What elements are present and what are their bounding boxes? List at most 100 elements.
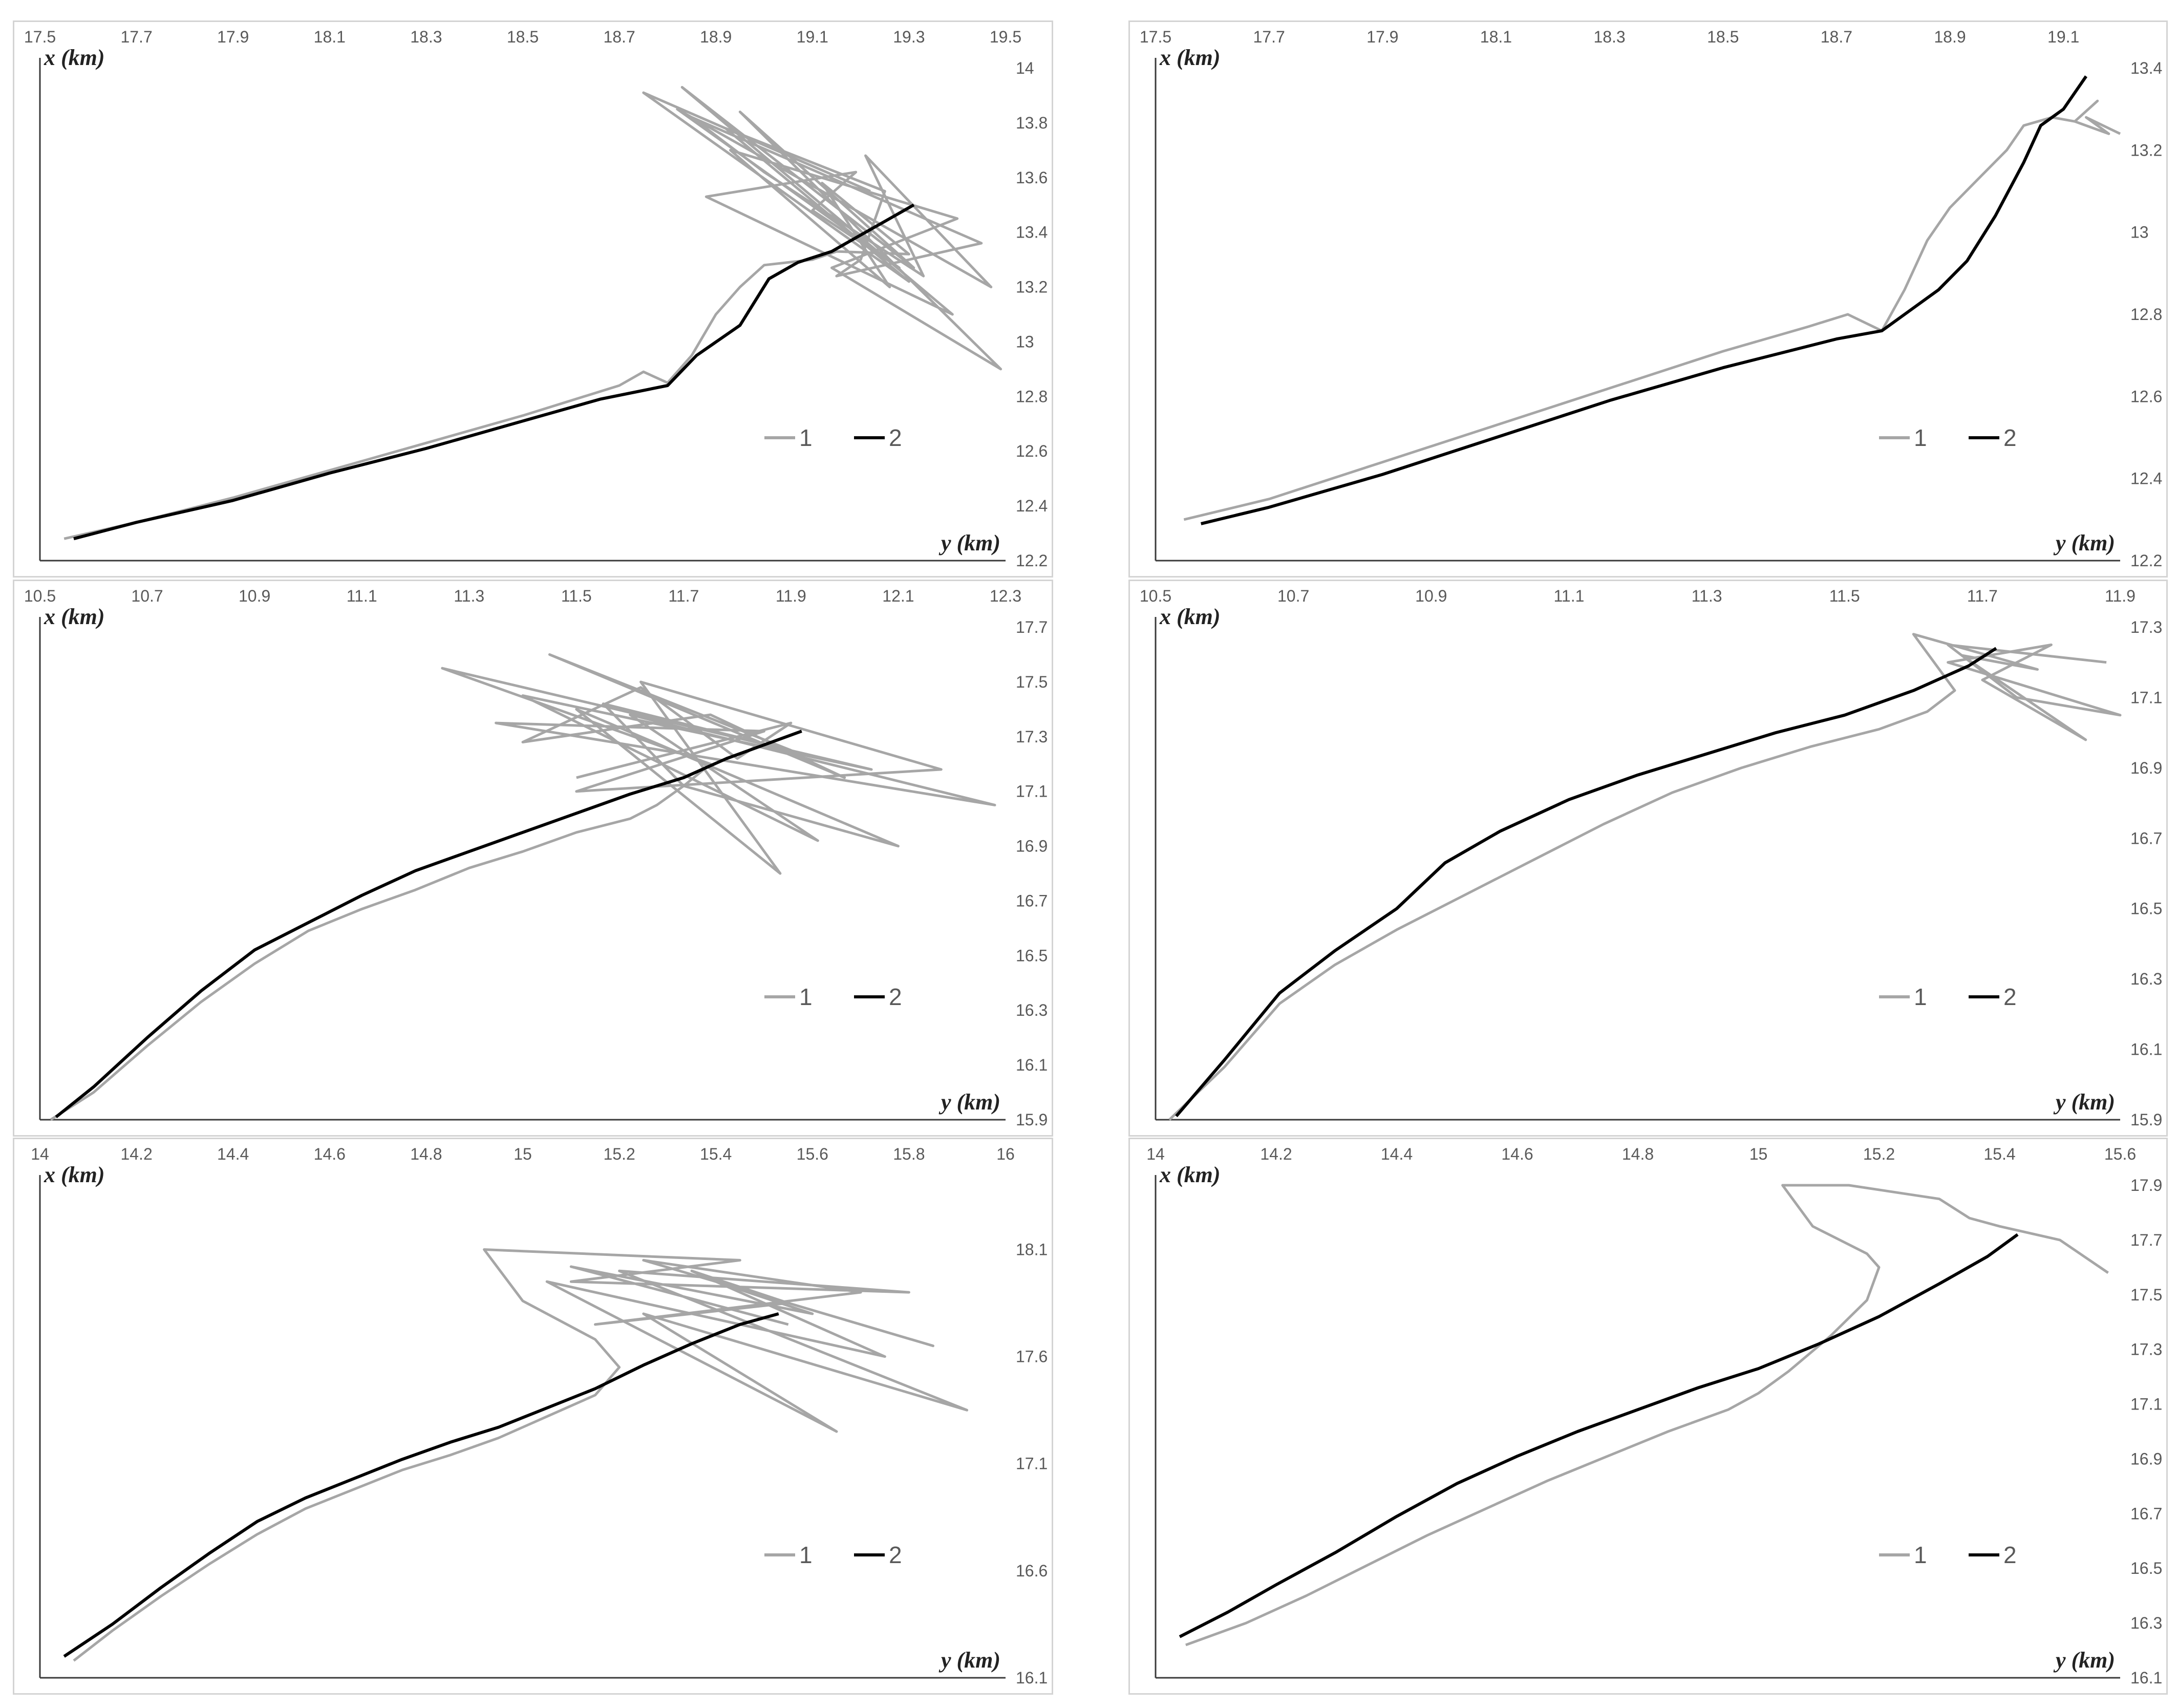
y-tick-label: 13 — [1016, 332, 1034, 351]
y-tick-label: 16.7 — [2130, 1504, 2162, 1523]
legend-label-2: 2 — [889, 424, 902, 451]
x-tick-label: 15.6 — [797, 1145, 828, 1163]
chart-svg: 14 14.2 14.4 14.6 14.8 15 15.2 15.4 15.6 15.8 16 18… — [31, 1145, 1048, 1687]
y-tick-label: 14 — [1016, 59, 1034, 77]
chart-svg: 17.5 17.7 17.9 18.1 18.3 18.5 18.7 18.9 19.1 13.4… — [1140, 28, 2162, 570]
chart-panel-6: 14 14.2 14.4 14.6 14.8 15 15.2 15.4 15.6 17.9 17.7… — [1128, 1138, 2168, 1695]
x-tick-label: 12.3 — [990, 587, 1021, 605]
x-tick-label: 18.1 — [1480, 28, 1512, 46]
y-tick-label: 15.9 — [1016, 1111, 1048, 1129]
y-tick-label: 12.4 — [1016, 497, 1048, 515]
x-tick-label: 11.5 — [1829, 587, 1860, 605]
y-tick-label: 17.3 — [2130, 618, 2162, 636]
y-tick-label: 16.1 — [1016, 1056, 1048, 1074]
x-tick-label: 19.1 — [797, 28, 828, 46]
x-tick-label: 14.6 — [1501, 1145, 1533, 1163]
x-tick-label: 18.7 — [1821, 28, 1852, 46]
y-tick-label: 16.3 — [2130, 970, 2162, 988]
y-tick-label: 16.9 — [2130, 1449, 2162, 1468]
y-tick-label: 16.7 — [2130, 829, 2162, 847]
x-tick-label: 11.9 — [776, 587, 806, 605]
x-tick-label: 15 — [1749, 1145, 1768, 1163]
y-tick-label: 16.6 — [1016, 1562, 1048, 1580]
x-tick-label: 18.5 — [1707, 28, 1739, 46]
y-tick-label: 17.1 — [2130, 688, 2162, 707]
y-tick-label: 17.3 — [2130, 1340, 2162, 1359]
chart-svg: 10.5 10.7 10.9 11.1 11.3 11.5 11.7 11.9 12.1 12.3… — [24, 587, 1048, 1129]
series-2-line — [55, 730, 802, 1119]
y-tick-label: 17.9 — [2130, 1176, 2162, 1194]
y-tick-label: 17.3 — [1016, 728, 1048, 746]
x-tick-label: 10.7 — [131, 587, 163, 605]
chart-panel-2: 17.5 17.7 17.9 18.1 18.3 18.5 18.7 18.9 19.1 13.4… — [1128, 20, 2168, 578]
y-tick-label: 16.5 — [1016, 946, 1048, 965]
x-tick-label: 11.9 — [2105, 587, 2136, 605]
y-tick-label: 16.3 — [1016, 1001, 1048, 1019]
x-tick-label: 11.5 — [561, 587, 592, 605]
x-tick-label: 11.7 — [668, 587, 699, 605]
x-tick-label: 15.4 — [1983, 1145, 2015, 1163]
x-tick-label: 17.9 — [1367, 28, 1398, 46]
legend-label-2: 2 — [2003, 1542, 2017, 1568]
chart-svg: 10.5 10.7 10.9 11.1 11.3 11.5 11.7 11.9 17.3 17.1… — [1140, 587, 2162, 1129]
x-tick-label: 18.9 — [700, 28, 732, 46]
x-tick-label: 14 — [1146, 1145, 1165, 1163]
y-tick-label: 17.1 — [2130, 1395, 2162, 1414]
y-axis-title: x (km) — [1159, 604, 1221, 629]
legend-label-2: 2 — [889, 1542, 902, 1568]
y-tick-label: 13.8 — [1016, 114, 1048, 132]
y-axis-title: x (km) — [44, 604, 105, 629]
x-tick-label: 17.5 — [24, 28, 56, 46]
legend-label-1: 1 — [799, 1542, 813, 1568]
legend-label-2: 2 — [2003, 424, 2017, 451]
y-tick-label: 16.1 — [2130, 1040, 2162, 1059]
y-tick-label: 17.5 — [2130, 1286, 2162, 1304]
x-tick-label: 14.4 — [1381, 1145, 1413, 1163]
y-tick-label: 18.1 — [1016, 1240, 1048, 1258]
legend-label-1: 1 — [799, 984, 813, 1010]
x-tick-label: 18.3 — [1593, 28, 1625, 46]
y-tick-label: 12.6 — [1016, 442, 1048, 460]
y-tick-label: 13.2 — [1016, 278, 1048, 296]
chart-panel-1: 17.5 17.7 17.9 18.1 18.3 18.5 18.7 18.9 19.1 19.3… — [13, 20, 1053, 578]
chart-panel-3: 10.5 10.7 10.9 11.1 11.3 11.5 11.7 11.9 12.1 12.3… — [13, 580, 1053, 1137]
x-tick-label: 11.3 — [1692, 587, 1722, 605]
y-tick-label: 16.9 — [1016, 837, 1048, 856]
series-2-line — [1200, 75, 2087, 525]
legend-label-1: 1 — [799, 424, 813, 451]
x-tick-label: 19.3 — [893, 28, 925, 46]
x-tick-label: 17.7 — [120, 28, 152, 46]
y-tick-label: 17.7 — [2130, 1231, 2162, 1249]
x-tick-label: 14.2 — [1260, 1145, 1292, 1163]
x-tick-label: 14.2 — [120, 1145, 152, 1163]
x-tick-label: 14.4 — [217, 1145, 249, 1163]
x-tick-label: 10.7 — [1277, 587, 1309, 605]
legend-label-1: 1 — [1914, 424, 1927, 451]
series-1-line — [1183, 99, 2121, 521]
x-tick-label: 11.3 — [454, 587, 484, 605]
x-tick-label: 15.2 — [1863, 1145, 1895, 1163]
y-tick-label: 16.3 — [2130, 1614, 2162, 1632]
y-tick-label: 13 — [2130, 223, 2149, 242]
y-tick-label: 12.2 — [1016, 551, 1048, 570]
series-2-line — [1179, 1233, 2019, 1638]
y-tick-label: 13.2 — [2130, 141, 2162, 159]
x-tick-label: 17.7 — [1253, 28, 1285, 46]
y-tick-label: 12.4 — [2130, 469, 2162, 488]
chart-svg: 14 14.2 14.4 14.6 14.8 15 15.2 15.4 15.6 17.9 17.7… — [1146, 1145, 2162, 1687]
y-tick-label: 12.2 — [2130, 551, 2162, 570]
x-tick-label: 10.9 — [239, 587, 270, 605]
x-axis-title: y (km) — [938, 1648, 1000, 1673]
x-tick-label: 18.9 — [1934, 28, 1966, 46]
series-2-line — [63, 1312, 779, 1658]
series-2-line — [1175, 647, 1997, 1118]
x-tick-label: 15.6 — [2104, 1145, 2136, 1163]
x-axis-title: y (km) — [938, 530, 1000, 556]
y-axis-title: x (km) — [1159, 45, 1221, 70]
x-tick-label: 14.8 — [410, 1145, 442, 1163]
chart-panel-4: 10.5 10.7 10.9 11.1 11.3 11.5 11.7 11.9 17.3 17.1… — [1128, 580, 2168, 1137]
x-tick-label: 10.9 — [1415, 587, 1447, 605]
x-tick-label: 14 — [31, 1145, 49, 1163]
y-tick-label: 16.9 — [2130, 759, 2162, 777]
x-axis-title: y (km) — [938, 1090, 1000, 1115]
